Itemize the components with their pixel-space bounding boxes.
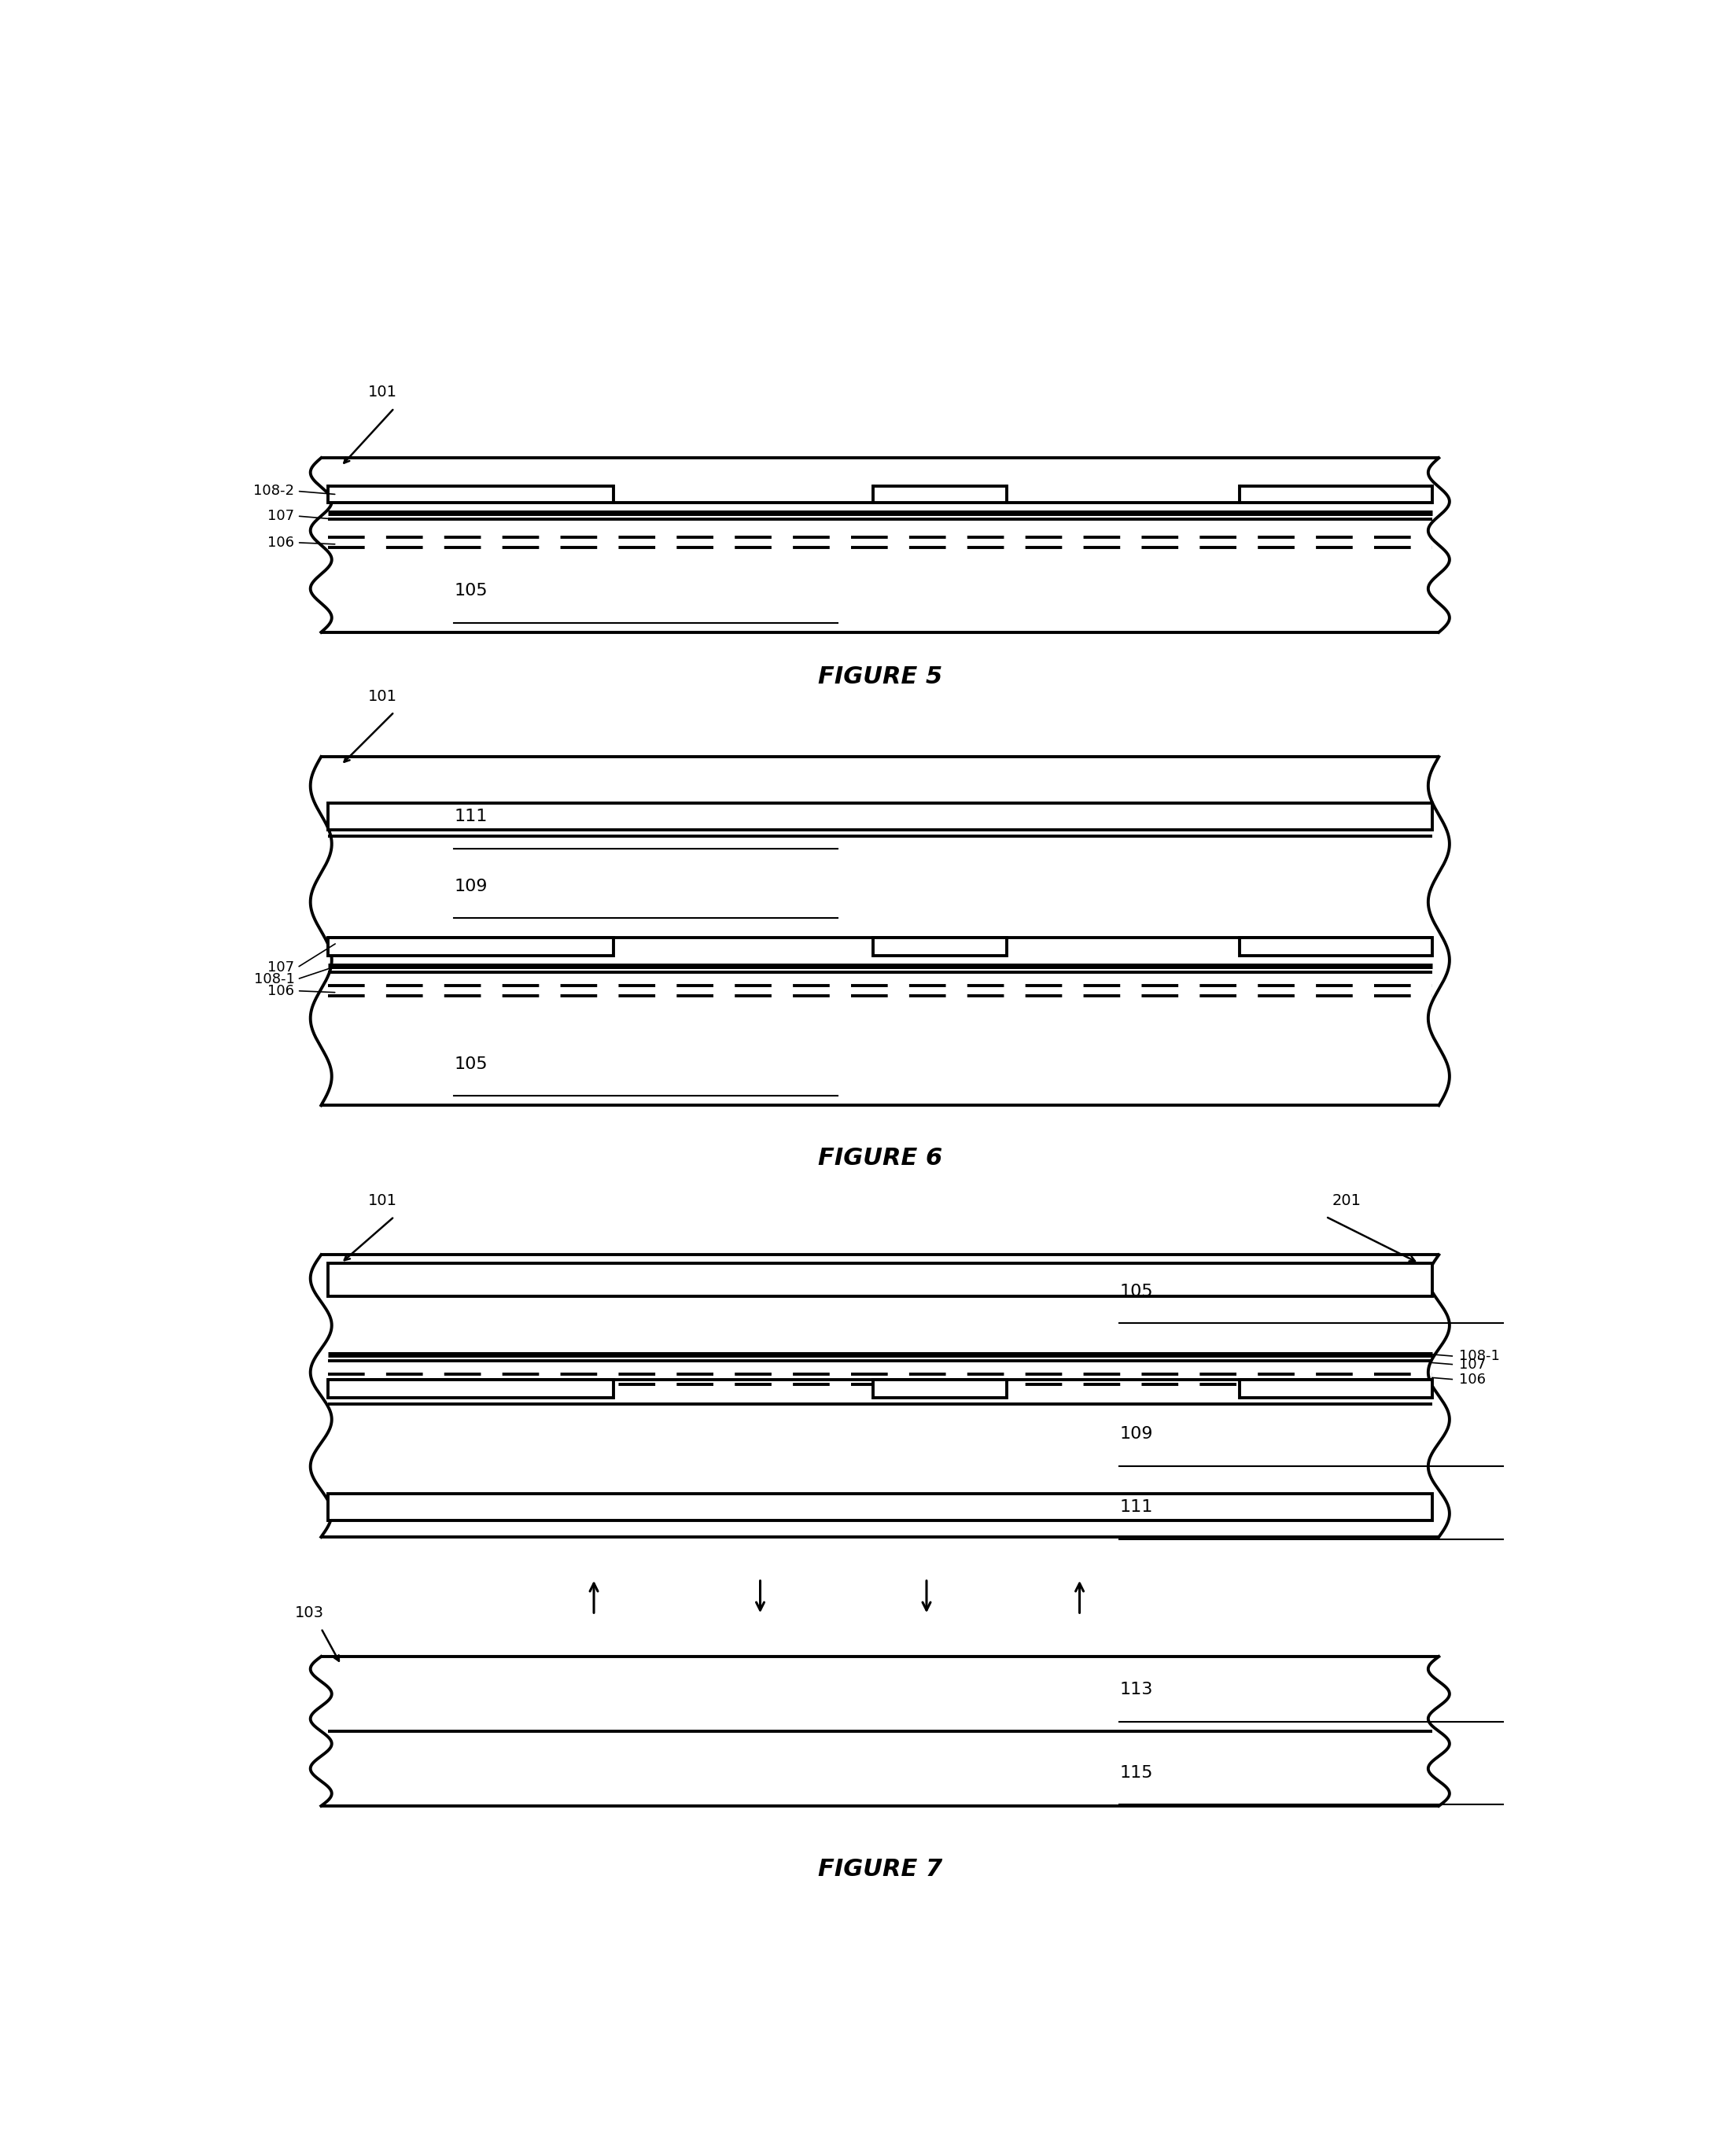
Bar xyxy=(1240,938,1432,955)
Bar xyxy=(321,757,1439,1106)
Bar xyxy=(1240,485,1432,502)
Bar xyxy=(328,1263,1432,1401)
Text: 105: 105 xyxy=(453,1056,488,1072)
Bar xyxy=(321,1656,1439,1807)
Bar xyxy=(328,1380,613,1397)
Bar xyxy=(874,1380,1006,1397)
Bar xyxy=(328,938,613,955)
Text: FIGURE 7: FIGURE 7 xyxy=(817,1858,943,1880)
Bar xyxy=(1240,1380,1432,1397)
Text: 111: 111 xyxy=(1119,1498,1152,1516)
Text: 106: 106 xyxy=(1459,1371,1485,1386)
Text: 108-1: 108-1 xyxy=(254,972,295,985)
Bar xyxy=(328,485,613,502)
Text: 201: 201 xyxy=(1332,1194,1362,1207)
Bar xyxy=(321,1255,1439,1537)
Bar xyxy=(328,1494,1432,1520)
Text: 109: 109 xyxy=(453,877,488,895)
Text: 108-1: 108-1 xyxy=(1459,1350,1499,1363)
Bar xyxy=(328,1263,1432,1296)
Text: 105: 105 xyxy=(453,582,488,599)
Text: 115: 115 xyxy=(1119,1766,1152,1781)
Text: 101: 101 xyxy=(367,386,397,399)
Bar xyxy=(328,804,1432,830)
Text: 107: 107 xyxy=(268,509,295,524)
Text: FIGURE 6: FIGURE 6 xyxy=(817,1147,943,1171)
Text: 108-2: 108-2 xyxy=(254,485,295,498)
Text: 107: 107 xyxy=(1459,1358,1485,1371)
Text: 111: 111 xyxy=(453,808,488,824)
Text: 106: 106 xyxy=(268,983,295,998)
Text: 107: 107 xyxy=(268,962,295,975)
Text: 103: 103 xyxy=(295,1604,323,1619)
Bar xyxy=(874,485,1006,502)
Text: FIGURE 5: FIGURE 5 xyxy=(817,666,943,688)
Bar xyxy=(874,938,1006,955)
Text: 106: 106 xyxy=(268,535,295,550)
Text: 113: 113 xyxy=(1119,1682,1152,1697)
Text: 101: 101 xyxy=(367,688,397,703)
Text: 101: 101 xyxy=(367,1194,397,1207)
Text: 105: 105 xyxy=(1119,1283,1154,1300)
Text: 109: 109 xyxy=(1119,1427,1152,1442)
Bar xyxy=(321,457,1439,632)
